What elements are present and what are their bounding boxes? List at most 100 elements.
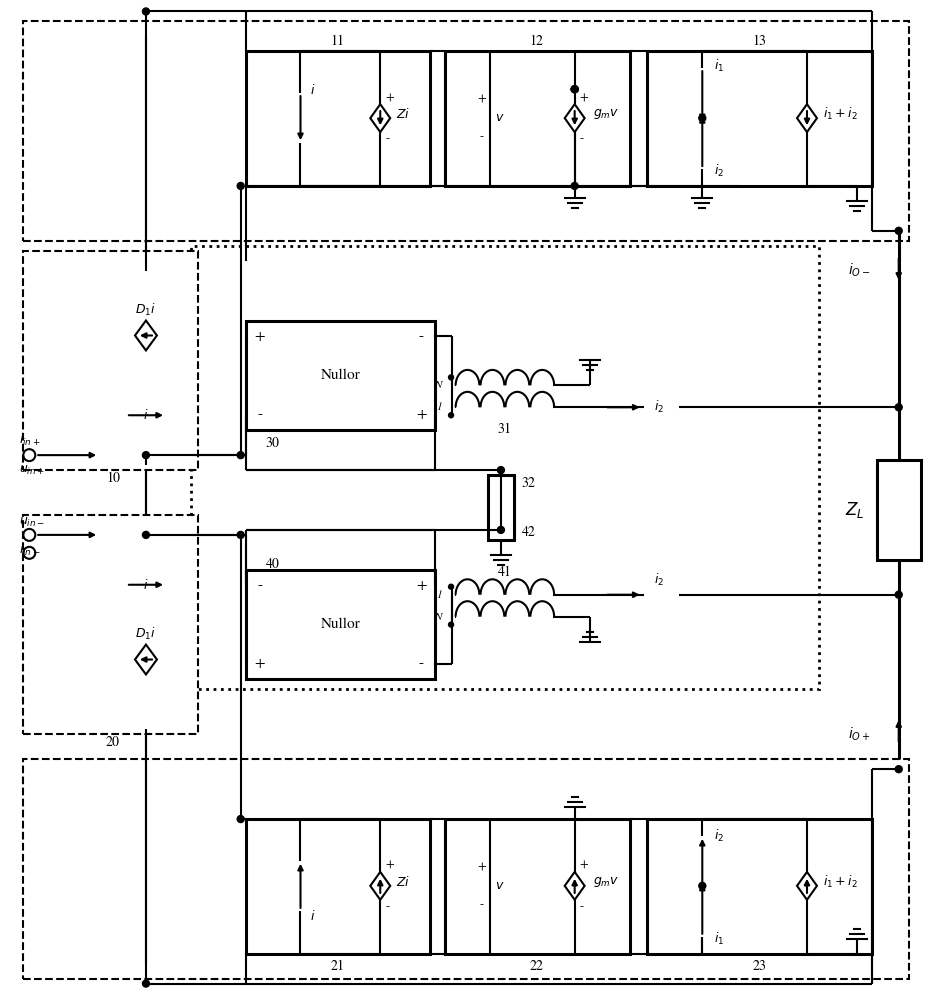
Bar	[446, 51, 630, 186]
Text: $i_1$: $i_1$	[715, 931, 725, 947]
Text: 噪声抑消电路: 噪声抑消电路	[418, 782, 442, 796]
Text: $i_{in+}$: $i_{in+}$	[20, 432, 41, 448]
Bar	[246, 570, 435, 679]
Text: +: +	[254, 330, 265, 343]
Text: -: -	[257, 408, 262, 421]
Text: +: +	[416, 408, 427, 421]
Text: $u_{in+}$: $u_{in+}$	[20, 464, 46, 477]
Text: $i_1+i_2$: $i_1+i_2$	[823, 874, 857, 890]
Text: +: +	[254, 657, 265, 670]
Bar	[488, 475, 514, 540]
Text: Nullor: Nullor	[320, 369, 361, 382]
Circle shape	[448, 413, 454, 418]
Text: -: -	[257, 579, 262, 592]
Text: +: +	[580, 860, 588, 872]
Text: +: +	[580, 92, 588, 104]
Text: 1: 1	[436, 590, 442, 600]
Circle shape	[143, 531, 149, 538]
Text: 13: 13	[752, 35, 766, 48]
Text: Nullor: Nullor	[320, 618, 361, 631]
Circle shape	[895, 227, 902, 234]
Bar	[116, 555, 176, 615]
Circle shape	[143, 452, 149, 459]
Text: +: +	[477, 862, 487, 874]
Text: 全差分功率电流放大器: 全差分功率电流放大器	[411, 284, 449, 297]
Circle shape	[699, 882, 706, 889]
Text: -: -	[418, 657, 424, 670]
Text: $i$: $i$	[143, 578, 149, 592]
Text: 10: 10	[106, 471, 120, 485]
Circle shape	[572, 182, 578, 189]
Text: -: -	[385, 132, 389, 144]
Text: 12: 12	[530, 35, 544, 48]
Text: $i$: $i$	[143, 408, 149, 422]
Circle shape	[895, 404, 902, 411]
Text: $v$: $v$	[495, 880, 504, 892]
Bar	[877, 460, 921, 560]
Text: $i_2$: $i_2$	[715, 828, 725, 844]
Circle shape	[143, 8, 149, 15]
Text: 30: 30	[265, 436, 279, 450]
Text: 22: 22	[530, 960, 544, 973]
Text: $D_1i$: $D_1i$	[135, 626, 156, 642]
Circle shape	[237, 452, 244, 459]
Text: $u_{in-}$: $u_{in-}$	[20, 516, 46, 529]
Circle shape	[895, 591, 902, 598]
Bar	[647, 819, 871, 954]
Text: 21: 21	[331, 960, 345, 973]
Bar	[101, 535, 191, 729]
Text: $g_m v$: $g_m v$	[593, 107, 619, 121]
Bar	[23, 21, 909, 241]
Text: 11: 11	[331, 35, 345, 48]
Circle shape	[895, 766, 902, 773]
Text: 40: 40	[265, 558, 279, 571]
Circle shape	[498, 467, 504, 474]
Circle shape	[572, 86, 578, 93]
Text: $i_{in-}$: $i_{in-}$	[20, 542, 41, 558]
Text: +: +	[385, 860, 394, 872]
Bar	[116, 385, 176, 445]
Text: +: +	[477, 94, 487, 106]
Text: $i_{O+}$: $i_{O+}$	[848, 726, 870, 743]
Text: $i_1$: $i_1$	[715, 58, 725, 74]
Bar	[246, 51, 431, 186]
Text: -: -	[418, 330, 424, 343]
Bar	[246, 321, 435, 430]
Text: N: N	[434, 380, 442, 390]
Circle shape	[237, 816, 244, 823]
Text: 噪声抑消电路: 噪声抑消电路	[488, 65, 512, 78]
Text: $i_1+i_2$: $i_1+i_2$	[823, 106, 857, 122]
Text: 23: 23	[752, 960, 766, 973]
Text: -: -	[480, 898, 484, 910]
Circle shape	[448, 375, 454, 380]
Bar	[23, 759, 909, 979]
Bar	[23, 251, 198, 470]
Bar	[246, 819, 431, 954]
Text: +: +	[385, 92, 394, 104]
Text: -: -	[480, 130, 484, 142]
Text: -: -	[580, 132, 584, 144]
Bar	[191, 246, 819, 689]
Text: $Z_L$: $Z_L$	[845, 500, 865, 520]
Text: 20: 20	[106, 736, 120, 749]
Text: $D_1i$: $D_1i$	[135, 302, 156, 318]
Circle shape	[448, 622, 454, 627]
Bar	[23, 515, 198, 734]
Text: N: N	[434, 612, 442, 622]
Text: 41: 41	[498, 566, 512, 579]
Text: -: -	[580, 900, 584, 912]
Circle shape	[237, 182, 244, 189]
Text: $i_2$: $i_2$	[655, 572, 664, 588]
Circle shape	[572, 86, 578, 93]
Bar	[101, 271, 191, 465]
Text: $i$: $i$	[310, 83, 315, 97]
Text: $g_m v$: $g_m v$	[593, 875, 619, 889]
Circle shape	[572, 86, 578, 93]
Text: $i_2$: $i_2$	[715, 163, 725, 179]
Circle shape	[498, 526, 504, 533]
Text: 42: 42	[522, 525, 536, 539]
Text: $Zi$: $Zi$	[396, 875, 410, 889]
Circle shape	[448, 584, 454, 589]
Circle shape	[237, 531, 244, 538]
Text: $i_2$: $i_2$	[655, 399, 664, 415]
